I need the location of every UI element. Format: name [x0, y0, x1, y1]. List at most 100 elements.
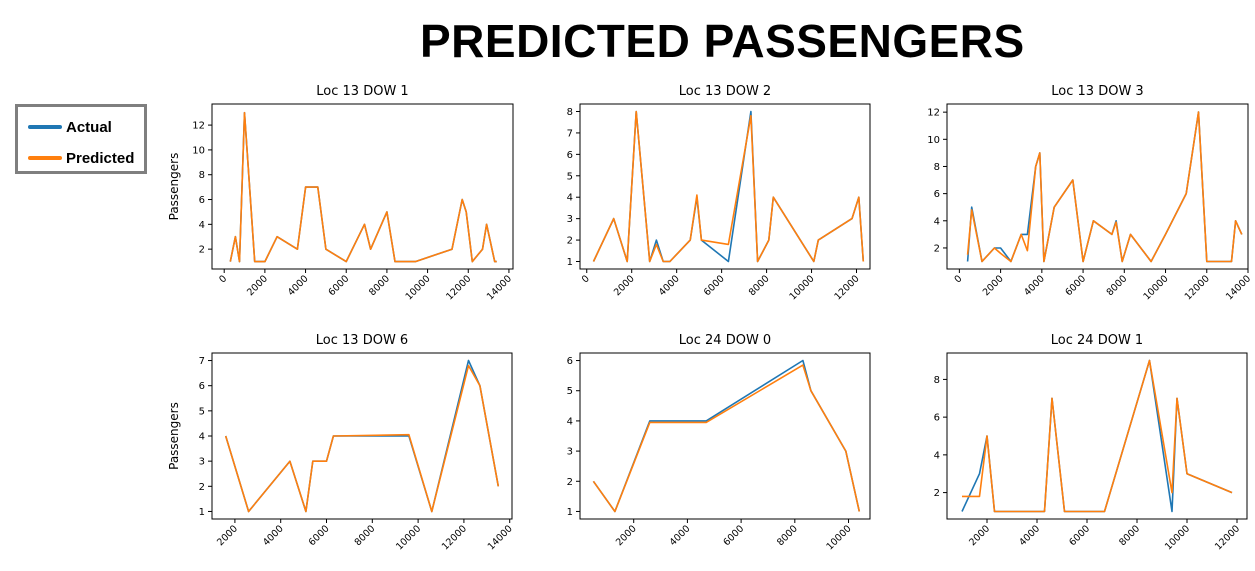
- y-tick-label: 12: [927, 108, 940, 119]
- series-line-predicted: [962, 359, 1233, 513]
- subplot-2: Loc 13 DOW 2 1 2 3 4 5 6 7 8 0 2000 4000 6000 8000 100…: [567, 84, 871, 303]
- x-tick-label: 12000: [444, 273, 473, 302]
- y-tick-label: 2: [934, 243, 940, 254]
- series-line-actual: [592, 359, 861, 513]
- x-tick-label: 10000: [788, 273, 817, 302]
- y-tick-label: 3: [567, 447, 573, 458]
- axes-frame: [211, 103, 514, 270]
- y-axis-label: Passengers: [167, 402, 181, 470]
- legend-swatch-predicted: [28, 156, 62, 160]
- y-tick-label: 1: [199, 507, 205, 518]
- y-axis-label: Passengers: [167, 153, 181, 221]
- x-tick-label: 8000: [353, 523, 378, 548]
- y-tick-label: 4: [199, 432, 205, 443]
- x-tick-label: 4000: [1017, 523, 1042, 548]
- series-line-actual: [592, 110, 865, 263]
- y-tick-label: 6: [567, 150, 573, 161]
- x-tick-label: 8000: [747, 273, 772, 298]
- x-tick-label: 8000: [1117, 523, 1142, 548]
- y-tick-label: 5: [199, 406, 205, 417]
- y-tick-label: 6: [199, 381, 205, 392]
- y-tick-label: 4: [567, 416, 573, 427]
- legend-item-predicted: Predicted: [28, 148, 134, 168]
- x-tick-label: 10000: [1141, 273, 1170, 302]
- series-line-predicted: [592, 364, 861, 513]
- y-tick-label: 4: [567, 193, 573, 204]
- subplot-title: Loc 24 DOW 1: [1051, 333, 1143, 348]
- x-tick-label: 0: [952, 273, 964, 285]
- x-tick-label: 4000: [286, 273, 311, 298]
- x-tick-label: 8000: [775, 523, 800, 548]
- subplot-title: Loc 13 DOW 1: [316, 84, 408, 99]
- x-tick-label: 2000: [245, 273, 270, 298]
- y-tick-label: 2: [567, 477, 573, 488]
- x-tick-label: 6000: [1063, 273, 1088, 298]
- x-tick-label: 6000: [721, 523, 746, 548]
- subplot-3: Loc 13 DOW 3 2 4 6 8 10 12 0 2000 4000 6000 8000 100…: [927, 84, 1253, 303]
- legend-label-predicted: Predicted: [66, 149, 135, 167]
- x-tick-label: 6000: [702, 273, 727, 298]
- y-tick-label: 3: [199, 457, 205, 468]
- y-tick-label: 10: [927, 135, 940, 146]
- x-tick-label: 14000: [485, 273, 514, 302]
- series-line-actual: [229, 111, 497, 263]
- y-tick-label: 6: [199, 195, 205, 206]
- x-tick-label: 6000: [326, 273, 351, 298]
- y-tick-label: 7: [199, 356, 205, 367]
- y-tick-label: 6: [567, 356, 573, 367]
- axes-frame: [946, 103, 1249, 270]
- x-tick-label: 12000: [832, 273, 861, 302]
- series-line-predicted: [224, 364, 500, 513]
- y-tick-label: 8: [934, 162, 940, 173]
- x-tick-label: 4000: [657, 273, 682, 298]
- x-tick-label: 12000: [440, 523, 469, 552]
- y-tick-label: 10: [192, 145, 205, 156]
- x-tick-label: 6000: [1067, 523, 1092, 548]
- x-tick-label: 4000: [1022, 273, 1047, 298]
- x-tick-label: 14000: [486, 523, 515, 552]
- x-tick-label: 10000: [404, 273, 433, 302]
- series-line-actual: [961, 359, 1233, 513]
- x-tick-label: 0: [580, 273, 592, 285]
- x-tick-label: 2000: [614, 523, 639, 548]
- x-tick-label: 2000: [967, 523, 992, 548]
- subplot-title: Loc 13 DOW 3: [1051, 84, 1143, 99]
- x-tick-label: 6000: [307, 523, 332, 548]
- x-tick-label: 2000: [215, 523, 240, 548]
- y-tick-label: 1: [567, 507, 573, 518]
- x-tick-label: 10000: [824, 523, 853, 552]
- subplot-title: Loc 13 DOW 2: [679, 84, 771, 99]
- x-tick-label: 2000: [612, 273, 637, 298]
- x-tick-label: 8000: [367, 273, 392, 298]
- y-tick-label: 2: [199, 245, 205, 256]
- subplot-4: Loc 13 DOW 6 1 2 3 4 5 6 7 2000 4000 6000 8000 10000…: [167, 333, 515, 553]
- series-line-predicted: [592, 110, 865, 263]
- y-tick-label: 1: [567, 257, 573, 268]
- x-tick-label: 14000: [1224, 273, 1253, 302]
- x-tick-label: 12000: [1183, 273, 1212, 302]
- y-tick-label: 8: [934, 375, 940, 386]
- x-tick-label: 12000: [1213, 523, 1242, 552]
- y-tick-label: 4: [934, 216, 940, 227]
- y-tick-label: 4: [934, 450, 940, 461]
- y-tick-label: 3: [567, 214, 573, 225]
- y-tick-label: 4: [199, 220, 205, 231]
- x-tick-label: 4000: [668, 523, 693, 548]
- axes-frame: [579, 103, 871, 270]
- y-tick-label: 2: [199, 482, 205, 493]
- x-tick-label: 0: [217, 273, 229, 285]
- series-line-predicted: [966, 111, 1243, 263]
- y-tick-label: 2: [567, 236, 573, 247]
- series-line-actual: [966, 111, 1243, 263]
- x-tick-label: 8000: [1105, 273, 1130, 298]
- x-tick-label: 4000: [261, 523, 286, 548]
- y-tick-label: 2: [934, 488, 940, 499]
- y-tick-label: 8: [199, 170, 205, 181]
- y-tick-label: 5: [567, 386, 573, 397]
- subplot-1: Loc 13 DOW 1 2 4 6 8 10 12 0 2000 4000 6000 8000 100…: [167, 84, 514, 303]
- page-title: PREDICTED PASSENGERS: [420, 15, 1025, 67]
- y-tick-label: 5: [567, 171, 573, 182]
- axes-frame: [579, 352, 871, 520]
- series-line-predicted: [229, 111, 497, 263]
